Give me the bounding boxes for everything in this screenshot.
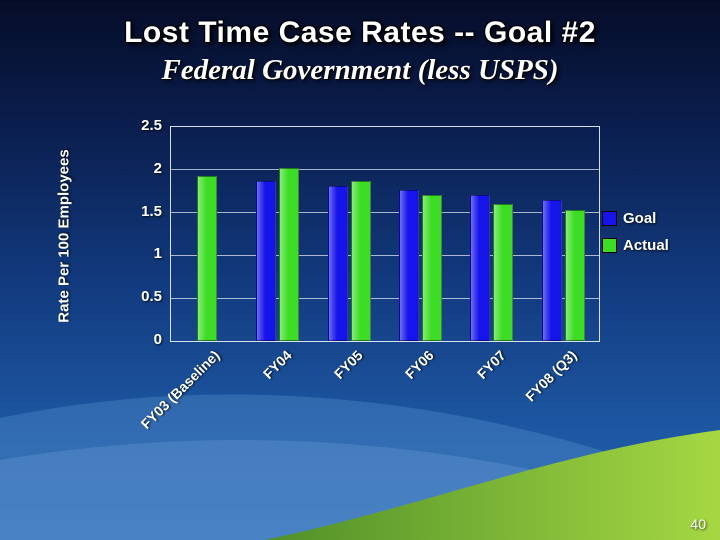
gridline [171,297,599,299]
gridline [171,169,599,171]
bar-actual [422,195,443,341]
category-group [242,127,313,341]
x-axis-label-text: FY07 [473,347,509,382]
category-group [456,127,527,341]
legend-label-actual: Actual [623,237,669,254]
bar-goal [256,180,277,341]
y-tick-label: 1.5 [141,202,162,220]
x-axis-label-text: FY08 (Q3) [522,347,580,405]
category-group [171,127,242,341]
legend-item-goal: Goal [602,210,669,227]
bar-goal [541,199,562,341]
bar-actual [564,210,585,341]
bar-goal [470,195,491,341]
x-axis-label-text: FY04 [259,347,295,382]
y-axis-title: Rate Per 100 Employees [55,149,73,323]
x-axis-label-text: FY03 (Baseline) [137,347,223,433]
category-group [385,127,456,341]
bar-actual [279,168,300,341]
category-group [528,127,599,341]
gridline [171,254,599,256]
legend-item-actual: Actual [602,237,669,254]
actual-color-swatch [602,238,617,253]
bar-actual [493,204,514,341]
legend-label-goal: Goal [623,210,657,227]
bar-groups [171,127,599,341]
y-tick-label: 1 [153,245,162,263]
page-number: 40 [690,516,706,532]
y-tick-label: 2.5 [141,117,162,134]
x-axis-labels: FY03 (Baseline) FY04 FY05 FY06 FY07 FY08 (Q3) [138,347,598,467]
y-tick-label: 0 [153,331,162,348]
y-tick-label: 2 [153,159,162,177]
x-axis-label-text: FY05 [330,347,366,382]
gridline [171,212,599,214]
y-axis-tick-labels: 0 0.5 1 1.5 2 2.5 [108,117,162,348]
bar-goal [327,186,348,341]
bar-actual [196,175,217,341]
plot-area [170,126,600,342]
legend: Goal Actual [602,210,669,254]
y-tick-label: 0.5 [141,288,162,306]
slide-title: Lost Time Case Rates -- Goal #2 [124,16,596,49]
x-axis-label-text: FY06 [401,347,437,382]
slide-subtitle: Federal Government (less USPS) [161,54,559,86]
bar-goal [399,190,420,341]
goal-color-swatch [602,211,617,226]
category-group [314,127,385,341]
bar-actual [350,180,371,341]
